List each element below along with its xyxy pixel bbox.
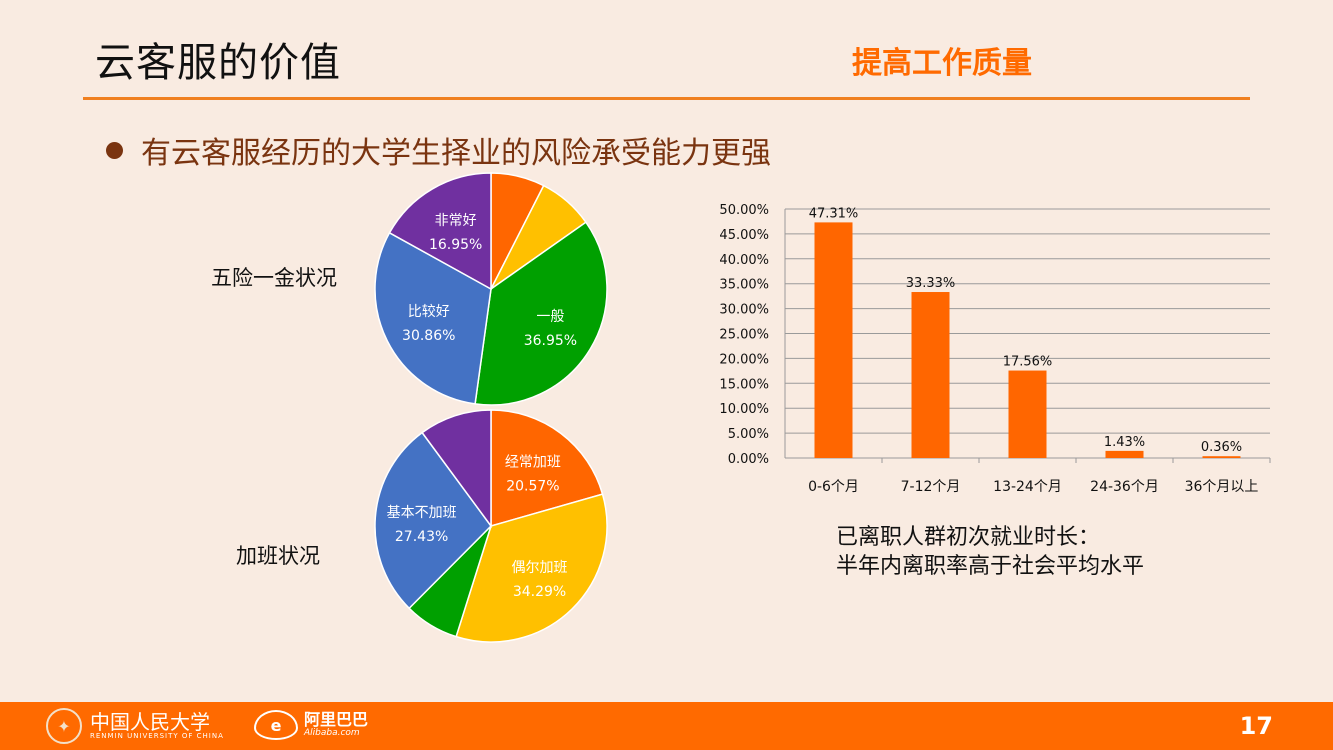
bar-2 — [1008, 370, 1047, 458]
bar-1-value-label: 33.33% — [906, 276, 956, 291]
bullet-text: 有云客服经历的大学生择业的风险承受能力更强 — [141, 136, 771, 171]
ruc-logo-subtext: RENMIN UNIVERSITY OF CHINA — [90, 732, 224, 740]
bar-ytick-label: 35.00% — [719, 278, 769, 293]
bar-ytick-label: 5.00% — [728, 427, 769, 442]
ruc-logo: ✦ 中国人民大学 RENMIN UNIVERSITY OF CHINA — [46, 708, 224, 744]
pie1-slice-3-label: 比较好 — [408, 304, 450, 320]
pie1-slice-4-label: 非常好 — [435, 213, 477, 229]
bar-1 — [911, 292, 950, 458]
footer-bar: ✦ 中国人民大学 RENMIN UNIVERSITY OF CHINA e 阿里… — [0, 702, 1333, 750]
page-title: 云客服的价值 — [95, 40, 341, 86]
bar-0-category-label: 0-6个月 — [808, 479, 859, 495]
alibaba-logo: e 阿里巴巴 Alibaba.com — [254, 710, 368, 740]
bar-4-value-label: 0.36% — [1201, 440, 1242, 455]
alibaba-logo-text: 阿里巴巴 — [304, 710, 369, 729]
alibaba-logo-subtext: Alibaba.com — [304, 728, 360, 738]
pie2-slice-1-label: 偶尔加班 — [512, 560, 568, 576]
bar-ytick-label: 30.00% — [719, 303, 769, 318]
bullet-point: 有云客服经历的大学生择业的风险承受能力更强 — [106, 128, 771, 172]
bar-ytick-label: 10.00% — [719, 402, 769, 417]
bullet-icon — [106, 141, 123, 159]
alibaba-mark-icon: e — [254, 710, 298, 740]
bar-3-category-label: 24-36个月 — [1090, 479, 1159, 495]
pie2-slice-1 — [455, 493, 608, 643]
bar-2-value-label: 17.56% — [1003, 355, 1053, 370]
bar-ytick-label: 20.00% — [719, 352, 769, 367]
bar-ytick-label: 0.00% — [728, 452, 769, 467]
bar-0-value-label: 47.31% — [809, 206, 859, 221]
pie1-slice-3 — [374, 231, 492, 405]
pie1-slice-2-value: 36.95% — [524, 333, 577, 349]
bar-ytick-label: 15.00% — [719, 377, 769, 392]
page-number: 17 — [1239, 712, 1273, 740]
pie2-slice-3-value: 27.43% — [395, 529, 448, 545]
bar-1-category-label: 7-12个月 — [901, 479, 961, 495]
bar-4 — [1202, 456, 1241, 458]
bar-ytick-label: 25.00% — [719, 328, 769, 343]
section-tag: 提高工作质量 — [852, 46, 1032, 81]
pie2-slice-4 — [421, 409, 492, 529]
bar-ytick-label: 40.00% — [719, 253, 769, 268]
caption-line-1: 已离职人群初次就业时长： — [836, 525, 1101, 550]
ruc-seal-icon: ✦ — [46, 708, 82, 744]
bar-0 — [814, 222, 853, 458]
pie2-slice-0 — [490, 409, 604, 527]
caption-line-2: 半年内离职率高于社会平均水平 — [836, 554, 1145, 579]
bar-4-category-label: 36个月以上 — [1185, 479, 1259, 495]
bar-ytick-label: 45.00% — [719, 228, 769, 243]
charts-canvas: 一般 36.95% 比较好 30.86% 非常好 16.95% 经常加班 20.57% 偶尔加班… — [374, 172, 1271, 643]
bar-3 — [1105, 450, 1144, 458]
pie2-slice-3 — [374, 431, 492, 610]
ruc-logo-text: 中国人民大学 — [90, 710, 210, 734]
pie1-slice-3-value: 30.86% — [402, 328, 455, 344]
bar-chart-caption: 已离职人群初次就业时长： 半年内离职率高于社会平均水平 — [836, 523, 1144, 581]
pie1-slice-2 — [474, 221, 608, 406]
pie2-slice-0-value: 20.57% — [506, 478, 559, 494]
pie2-slice-3-label: 基本不加班 — [387, 504, 457, 521]
overtime-pie-title: 加班状况 — [236, 544, 320, 568]
pie1-slice-2-label: 一般 — [536, 309, 564, 325]
insurance-pie-title: 五险一金状况 — [211, 266, 337, 290]
bar-2-category-label: 13-24个月 — [993, 479, 1062, 495]
pie1-slice-4 — [388, 172, 492, 291]
pie2-slice-0-label: 经常加班 — [505, 454, 561, 470]
title-divider — [83, 97, 1250, 100]
pie2-slice-1-value: 34.29% — [513, 584, 566, 600]
pie1-slice-4-value: 16.95% — [429, 237, 482, 253]
bar-3-value-label: 1.43% — [1104, 435, 1145, 450]
bar-ytick-label: 50.00% — [719, 203, 769, 218]
